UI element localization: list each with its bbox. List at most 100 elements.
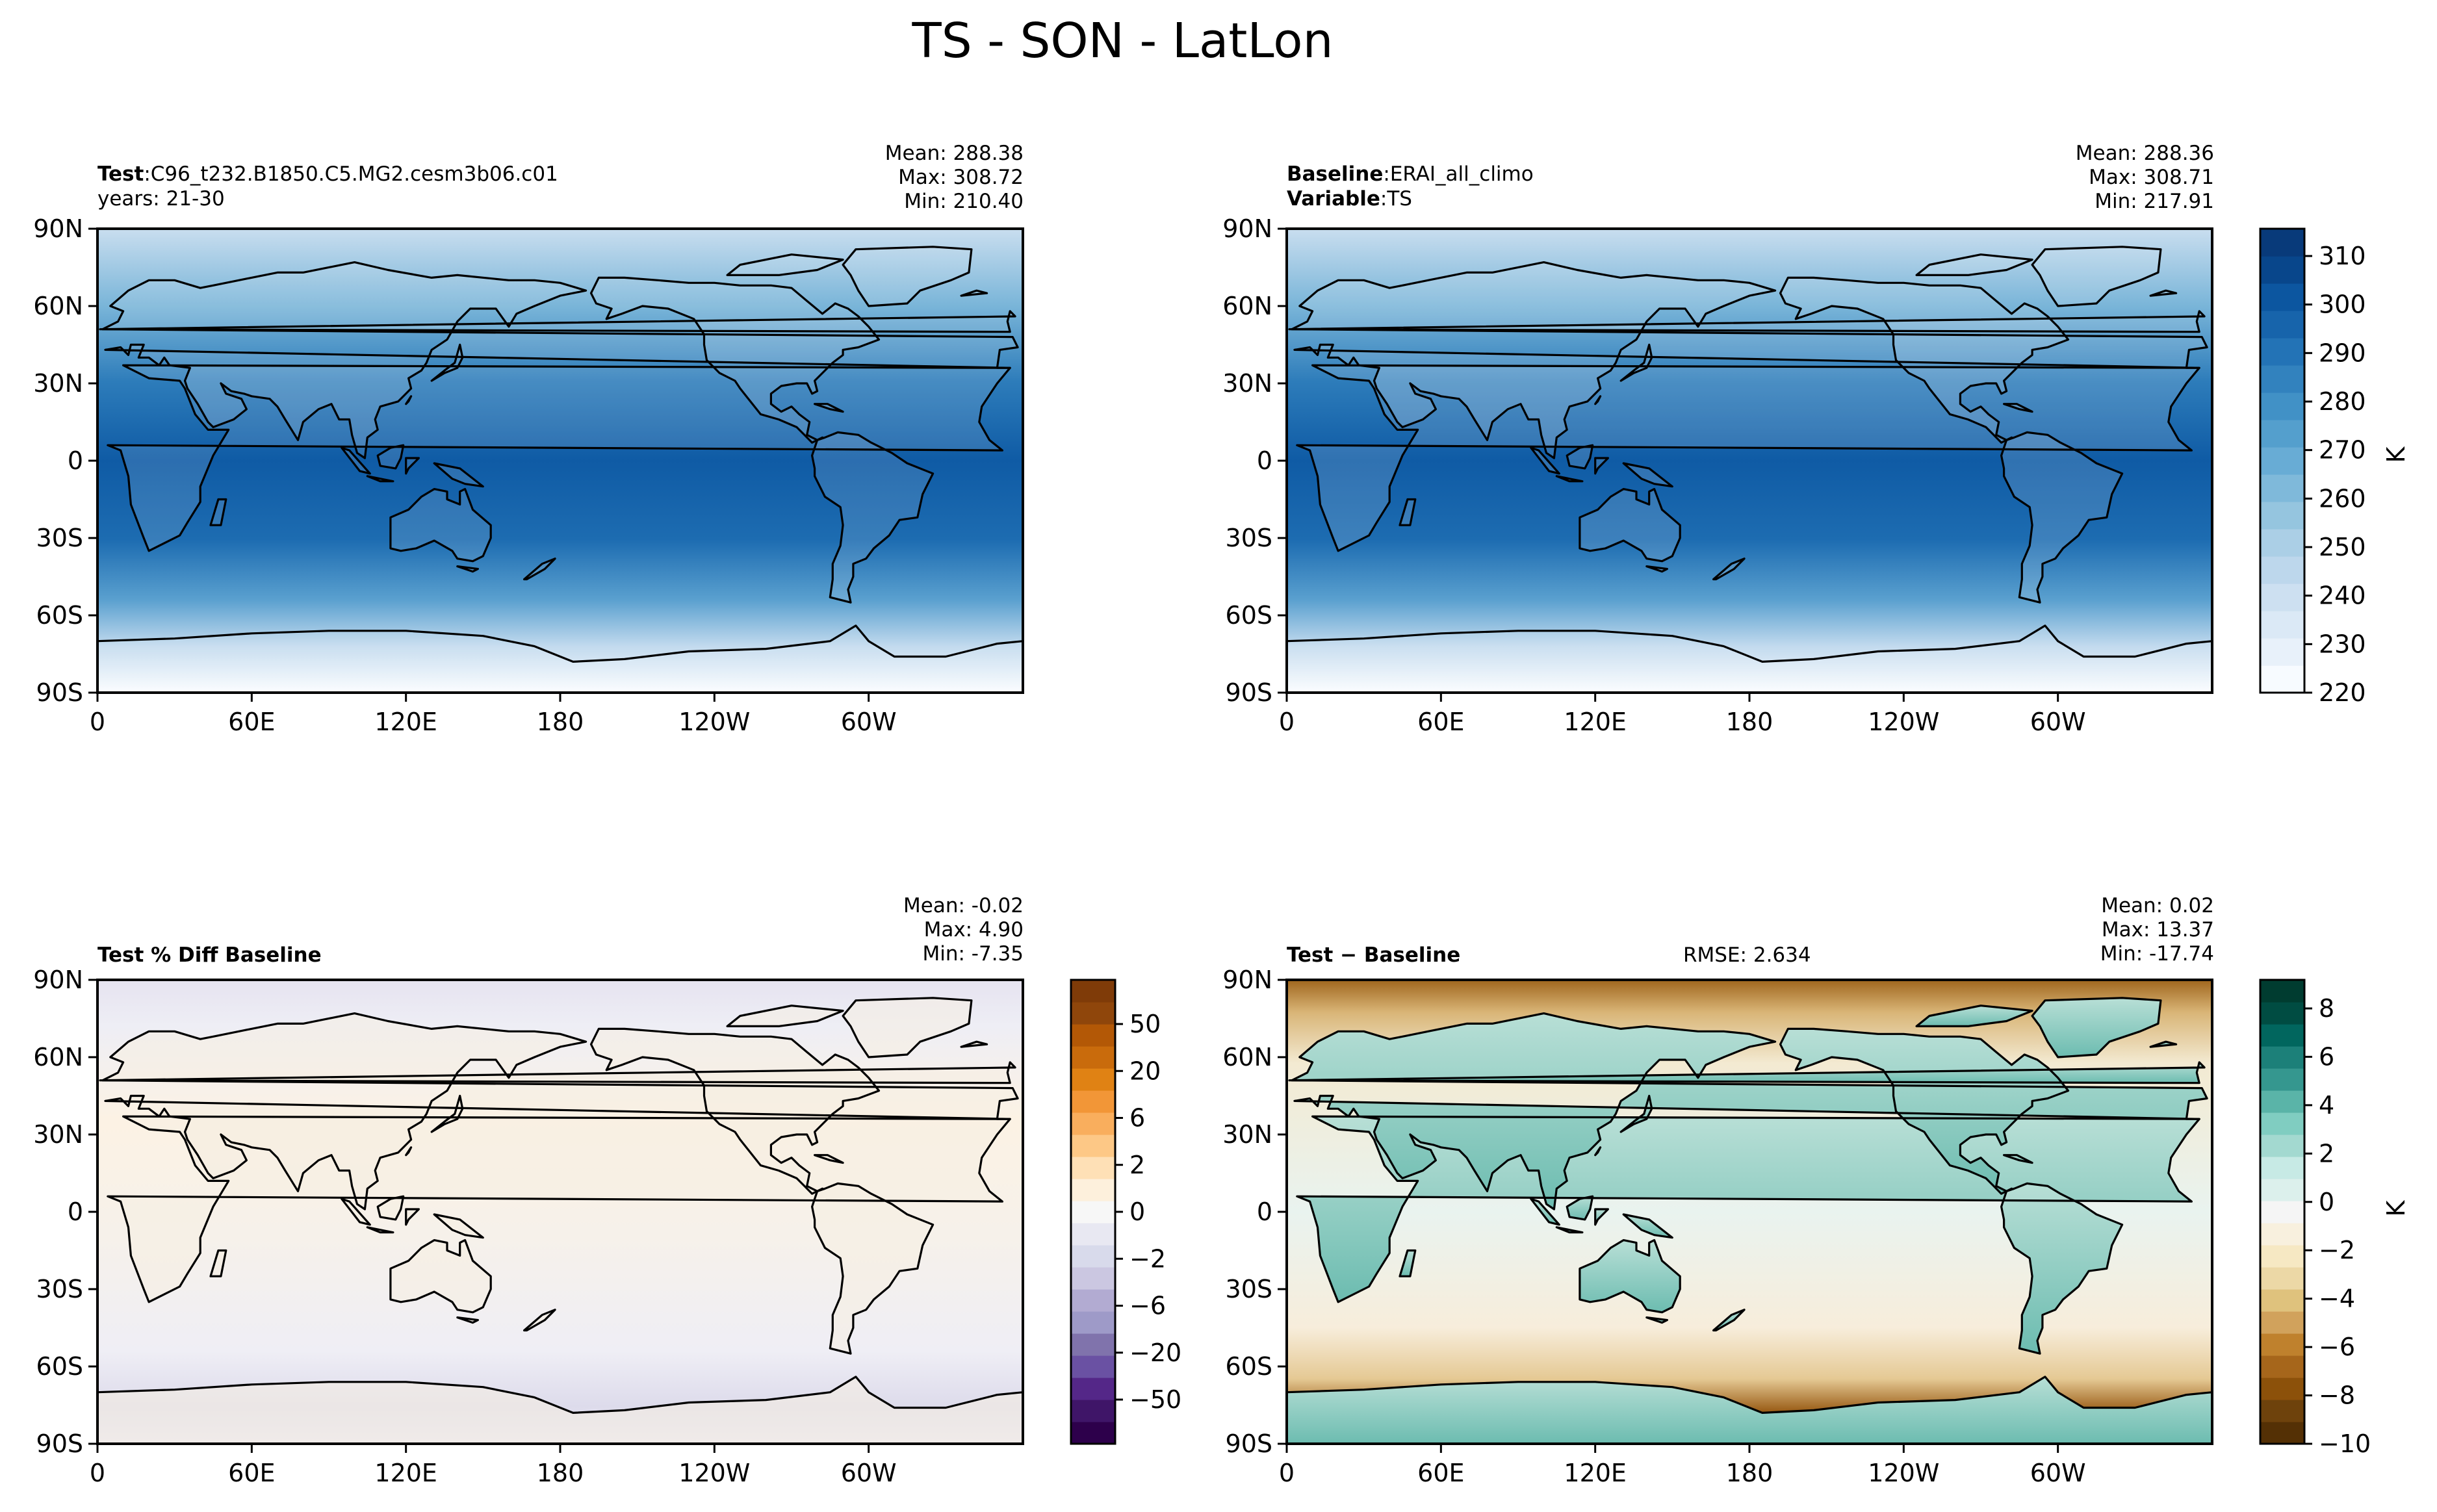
- diff-min: Min: -17.74: [2100, 942, 2214, 966]
- diff-mean: Mean: 0.02: [2101, 894, 2214, 917]
- cb-diff-color-band: [2260, 980, 2304, 1003]
- baseline-ytick-label: 60N: [1222, 292, 1272, 320]
- cb-pct-tick-label: −50: [1129, 1385, 1181, 1414]
- baseline-xtick-label: 60W: [2030, 708, 2086, 736]
- baseline-ytick-label: 90S: [1226, 678, 1272, 707]
- test-coastline: [522, 557, 556, 581]
- diff-xtick-label: 120W: [1868, 1459, 1939, 1487]
- diff-coastline: [1619, 1094, 1653, 1133]
- cb-field-color-band: [2260, 611, 2304, 639]
- baseline-ytick-label: 60S: [1226, 601, 1272, 630]
- cb-pct-tick-label: 6: [1129, 1104, 1145, 1133]
- diff-land-fill: [1595, 1209, 1608, 1225]
- cb-field-tick-label: 220: [2319, 678, 2366, 707]
- test-coastline: [810, 431, 935, 604]
- cb-field-color-band: [2260, 338, 2304, 366]
- cb-field-colorbar: 310 300 290 280 270 260 250 240 230 220 K: [2259, 227, 2410, 707]
- pctdiff-land-fill: [812, 1183, 933, 1354]
- cb-field-color-band: [2260, 229, 2304, 257]
- diff-coastline: [1287, 1376, 2212, 1444]
- test-land-fill: [434, 463, 484, 487]
- cb-diff-color-band: [2260, 1201, 2304, 1224]
- cb-diff-tick-label: −2: [2319, 1236, 2355, 1264]
- test-coastline: [389, 487, 492, 563]
- test-xtick-label: 120E: [374, 708, 437, 736]
- cb-diff-color-band: [2260, 1046, 2304, 1069]
- cb-diff-tick-label: 0: [2319, 1188, 2334, 1216]
- pctdiff-coastline: [960, 1040, 988, 1048]
- pctdiff-map-panel: 0 60E 120E 180 120W 60W 90N 60N 30N 0 30S 60S 90S: [33, 966, 1024, 1487]
- cb-pct-tick-label: 50: [1129, 1010, 1161, 1038]
- cb-field-tick-label: 250: [2319, 533, 2366, 561]
- baseline-land-fill: [1296, 365, 2200, 551]
- pctdiff-coastline: [726, 1005, 844, 1028]
- diff-coastline: [1594, 1146, 1602, 1157]
- baseline-xtick-label: 120W: [1868, 708, 1939, 736]
- cb-field-tick-label: 230: [2319, 630, 2366, 658]
- pctdiff-mean: Mean: -0.02: [903, 894, 1024, 917]
- baseline-ytick-label: 0: [1257, 446, 1272, 475]
- pctdiff-land-fill: [406, 1209, 419, 1225]
- test-land-fill: [843, 246, 972, 306]
- baseline-land-fill: [1579, 489, 1681, 561]
- cb-field-tick-label: 300: [2319, 290, 2366, 319]
- baseline-xtick-label: 180: [1726, 708, 1773, 736]
- test-land-fill: [524, 558, 556, 580]
- pctdiff-coastline: [813, 1154, 844, 1164]
- baseline-coastline: [2003, 403, 2033, 413]
- diff-coastline: [1622, 1213, 1673, 1239]
- cb-pct-tick-label: −20: [1129, 1339, 1181, 1367]
- pctdiff-coastline: [107, 1115, 1011, 1303]
- baseline-variable: Variable:TS: [1287, 187, 1412, 211]
- pctdiff-ytick-label: 90S: [36, 1429, 83, 1458]
- diff-coastline: [1530, 1198, 1560, 1226]
- cb-field-tick-label: 270: [2319, 436, 2366, 465]
- pctdiff-coastline: [341, 1198, 371, 1226]
- cb-pct-color-band: [1071, 1311, 1115, 1334]
- diff-ytick-label: 30S: [1226, 1275, 1272, 1303]
- baseline-coastline: [1287, 624, 2212, 693]
- pctdiff-land-fill: [390, 1240, 491, 1313]
- diff-land-fill: [1713, 1309, 1745, 1331]
- diff-land-fill: [1623, 1214, 1673, 1238]
- cb-field-color-band: [2260, 420, 2304, 448]
- pctdiff-coastline: [101, 1012, 1019, 1211]
- pctdiff-ytick-label: 30N: [33, 1120, 83, 1149]
- test-coastline: [107, 364, 1011, 552]
- diff-coastline: [2149, 1040, 2178, 1048]
- cb-diff-tick-label: 2: [2319, 1139, 2334, 1168]
- baseline-map-panel: 0 60E 120E 180 120W 60W 90N 60N 30N 0 30S 60S 90S: [1222, 214, 2213, 736]
- diff-land-fill: [1567, 1196, 1593, 1220]
- cb-pct-color-band: [1071, 1002, 1115, 1025]
- test-case-name: C96_t232.B1850.C5.MG2.cesm3b06.c01: [150, 162, 558, 186]
- cb-pct-color-band: [1071, 1333, 1115, 1356]
- baseline-coastline: [2031, 246, 2162, 307]
- test-ytick-label: 60N: [33, 292, 83, 320]
- cb-pct-color-band: [1071, 1355, 1115, 1378]
- cb-pct-tick-label: −2: [1129, 1244, 1166, 1273]
- cb-pct-color-band: [1071, 1068, 1115, 1091]
- diff-coastline: [1566, 1195, 1594, 1221]
- diff-land-fill: [1579, 1240, 1681, 1313]
- diff-coastline: [1296, 1115, 2200, 1303]
- baseline-xtick-label: 0: [1279, 708, 1295, 736]
- cb-field-color-band: [2260, 283, 2304, 311]
- test-coastline: [456, 565, 480, 573]
- cb-pct-color-band: [1071, 1134, 1115, 1157]
- test-coastline: [960, 289, 988, 297]
- baseline-coastline: [1288, 310, 2206, 333]
- baseline-coastline: [1712, 557, 1746, 581]
- pctdiff-ytick-label: 0: [68, 1198, 83, 1226]
- diff-coastline: [1645, 1316, 1668, 1324]
- pctdiff-coastline: [589, 1027, 881, 1195]
- diff-land-fill: [1291, 1013, 2208, 1209]
- cb-field-units-label: K: [2382, 446, 2410, 463]
- pctdiff-coastline: [433, 1213, 484, 1239]
- diff-ytick-label: 90S: [1226, 1429, 1272, 1458]
- baseline-name: ERAI_all_climo: [1389, 162, 1534, 186]
- cb-diff-color-band: [2260, 1267, 2304, 1290]
- pctdiff-xtick-label: 180: [537, 1459, 584, 1487]
- cb-diff-color-band: [2260, 1134, 2304, 1157]
- test-ytick-label: 90N: [33, 214, 83, 243]
- cb-diff-color-band: [2260, 1422, 2304, 1444]
